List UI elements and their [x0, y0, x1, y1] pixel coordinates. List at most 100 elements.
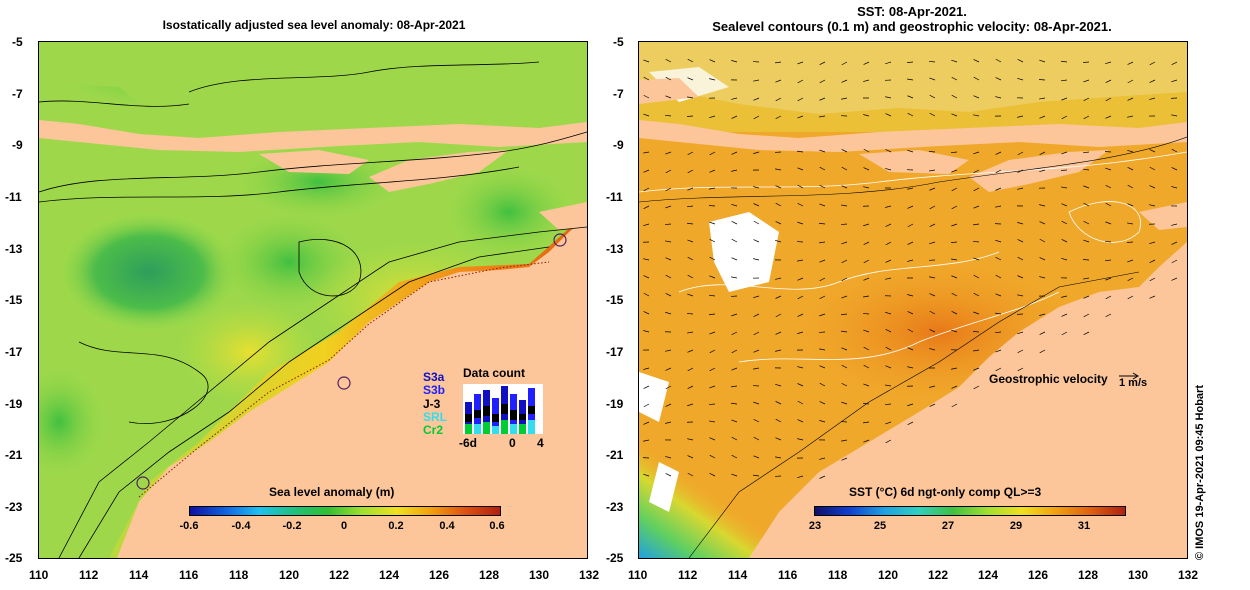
velocity-arrow [797, 366, 804, 369]
velocity-arrow [995, 96, 1002, 99]
velocity-arrow [995, 187, 1002, 191]
velocity-arrow [1083, 97, 1090, 102]
velocity-arrow [1061, 313, 1068, 317]
sla-colorbar-tick: 0 [340, 520, 348, 532]
velocity-arrow [643, 169, 650, 173]
velocity-arrow [687, 472, 694, 477]
velocity-arrow [775, 221, 782, 225]
velocity-arrow [863, 186, 870, 189]
y-tick: -17 [5, 345, 23, 359]
velocity-arrow [797, 438, 804, 441]
velocity-arrow [1171, 148, 1178, 153]
velocity-arrow [709, 420, 716, 423]
velocity-arrow [665, 205, 672, 209]
velocity-arrow [929, 348, 936, 351]
velocity-arrow [686, 313, 694, 315]
velocity-arrow [797, 184, 804, 189]
velocity-arrow [1082, 259, 1090, 261]
y-tick: -5 [12, 35, 23, 49]
velocity-arrow [1061, 295, 1068, 298]
velocity-arrow [775, 277, 782, 280]
velocity-arrow [973, 257, 980, 261]
velocity-arrow [687, 293, 694, 297]
velocity-arrow [753, 151, 760, 154]
left-map-title: Isostatically adjusted sea level anomaly… [162, 18, 466, 32]
data-count-inset: Data count S3a S3b J-3 SRL Cr2 -6d 0 4 [423, 364, 553, 454]
velocity-arrow [819, 166, 826, 171]
y-tick: -21 [5, 448, 23, 462]
velocity-arrow [1171, 167, 1178, 171]
velocity-arrow [819, 348, 826, 351]
velocity-arrow [687, 349, 694, 353]
x-tick: 116 [778, 568, 798, 582]
velocity-legend-arrow [1119, 372, 1139, 380]
velocity-arrow [951, 385, 958, 389]
velocity-arrow [643, 258, 650, 261]
velocity-arrow [951, 292, 958, 297]
velocity-arrow [885, 259, 892, 263]
velocity-arrow [929, 169, 936, 172]
velocity-arrow [1105, 277, 1112, 281]
cloud-mask [639, 67, 779, 512]
tide-gauge-marker [136, 476, 150, 490]
x-tick: 130 [529, 568, 550, 582]
velocity-arrow [643, 76, 650, 81]
velocity-arrow [819, 382, 826, 387]
velocity-arrow [1017, 275, 1024, 279]
velocity-arrow [775, 79, 782, 83]
velocity-arrow [885, 113, 892, 117]
x-tick: 128 [1078, 568, 1099, 582]
velocity-arrow [1083, 168, 1090, 171]
velocity-arrow [664, 223, 672, 225]
velocity-arrow [907, 223, 914, 228]
velocity-arrow [995, 205, 1002, 208]
x-tick: 120 [279, 568, 300, 582]
velocity-arrow [841, 79, 848, 83]
velocity-arrow [1127, 167, 1134, 171]
velocity-arrow [907, 366, 914, 369]
velocity-arrow [687, 385, 694, 389]
velocity-arrow [643, 187, 650, 192]
velocity-arrow [929, 403, 936, 407]
velocity-arrow [819, 277, 826, 282]
velocity-arrow [1039, 115, 1046, 119]
velocity-arrow [709, 59, 716, 63]
velocity-arrow [1149, 259, 1156, 263]
velocity-arrow [907, 205, 914, 209]
velocity-arrow [863, 167, 870, 171]
velocity-arrow [995, 77, 1002, 81]
velocity-arrow [1105, 240, 1112, 243]
velocity-arrow [929, 205, 936, 210]
y-tick: -11 [606, 190, 623, 204]
velocity-arrow [709, 385, 716, 389]
velocity-arrow [907, 187, 914, 190]
y-tick: -13 [5, 242, 23, 256]
velocity-arrow [687, 96, 694, 99]
velocity-arrow [1083, 151, 1090, 154]
velocity-arrow [731, 419, 738, 423]
velocity-arrow [819, 313, 826, 317]
y-tick: -9 [613, 138, 624, 152]
velocity-arrow [775, 61, 782, 64]
velocity-arrow [973, 114, 980, 117]
velocity-arrow [907, 347, 914, 351]
velocity-arrow [973, 169, 980, 174]
satellite-label-s3b: S3b [423, 383, 446, 397]
velocity-arrow [1127, 97, 1134, 101]
velocity-arrow [797, 419, 804, 423]
velocity-arrow [775, 331, 782, 335]
x-tick: 118 [229, 568, 249, 582]
sla-colorbar-title: Sea level anomaly (m) [269, 485, 395, 499]
australia-land [117, 217, 587, 558]
velocity-arrow [665, 456, 672, 459]
velocity-arrow [1061, 151, 1068, 155]
velocity-arrow [797, 150, 804, 153]
velocity-arrow [885, 168, 892, 171]
velocity-arrow [841, 330, 848, 333]
velocity-arrow [731, 115, 738, 119]
velocity-arrow [973, 311, 980, 315]
velocity-arrow [951, 329, 958, 333]
y-tick: -9 [12, 138, 23, 152]
sst-map: Geostrophic velocity 1 m/s SST (°C) 6d n… [638, 41, 1188, 559]
velocity-arrow [1105, 97, 1112, 102]
